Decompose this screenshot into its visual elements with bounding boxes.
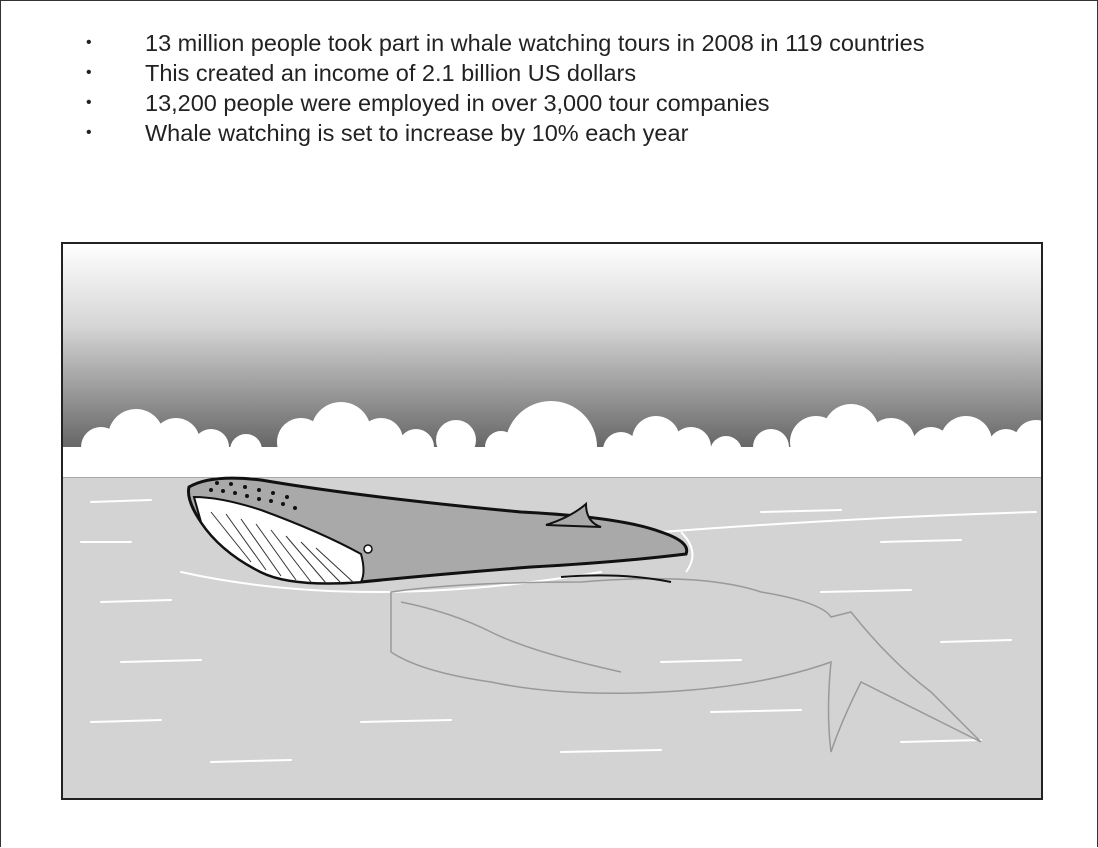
bullet: This created an income of 2.1 billion US…: [82, 58, 945, 88]
bullet: 13,200 people were employed in over 3,00…: [82, 88, 945, 118]
bullet-list: 13 million people took part in whale wat…: [82, 28, 962, 148]
bullet: Whale watching is set to increase by 10%…: [82, 118, 945, 148]
bullet: 13 million people took part in whale wat…: [82, 28, 945, 58]
whale-illustration: [61, 242, 1043, 800]
page: 13 million people took part in whale wat…: [0, 0, 1098, 848]
